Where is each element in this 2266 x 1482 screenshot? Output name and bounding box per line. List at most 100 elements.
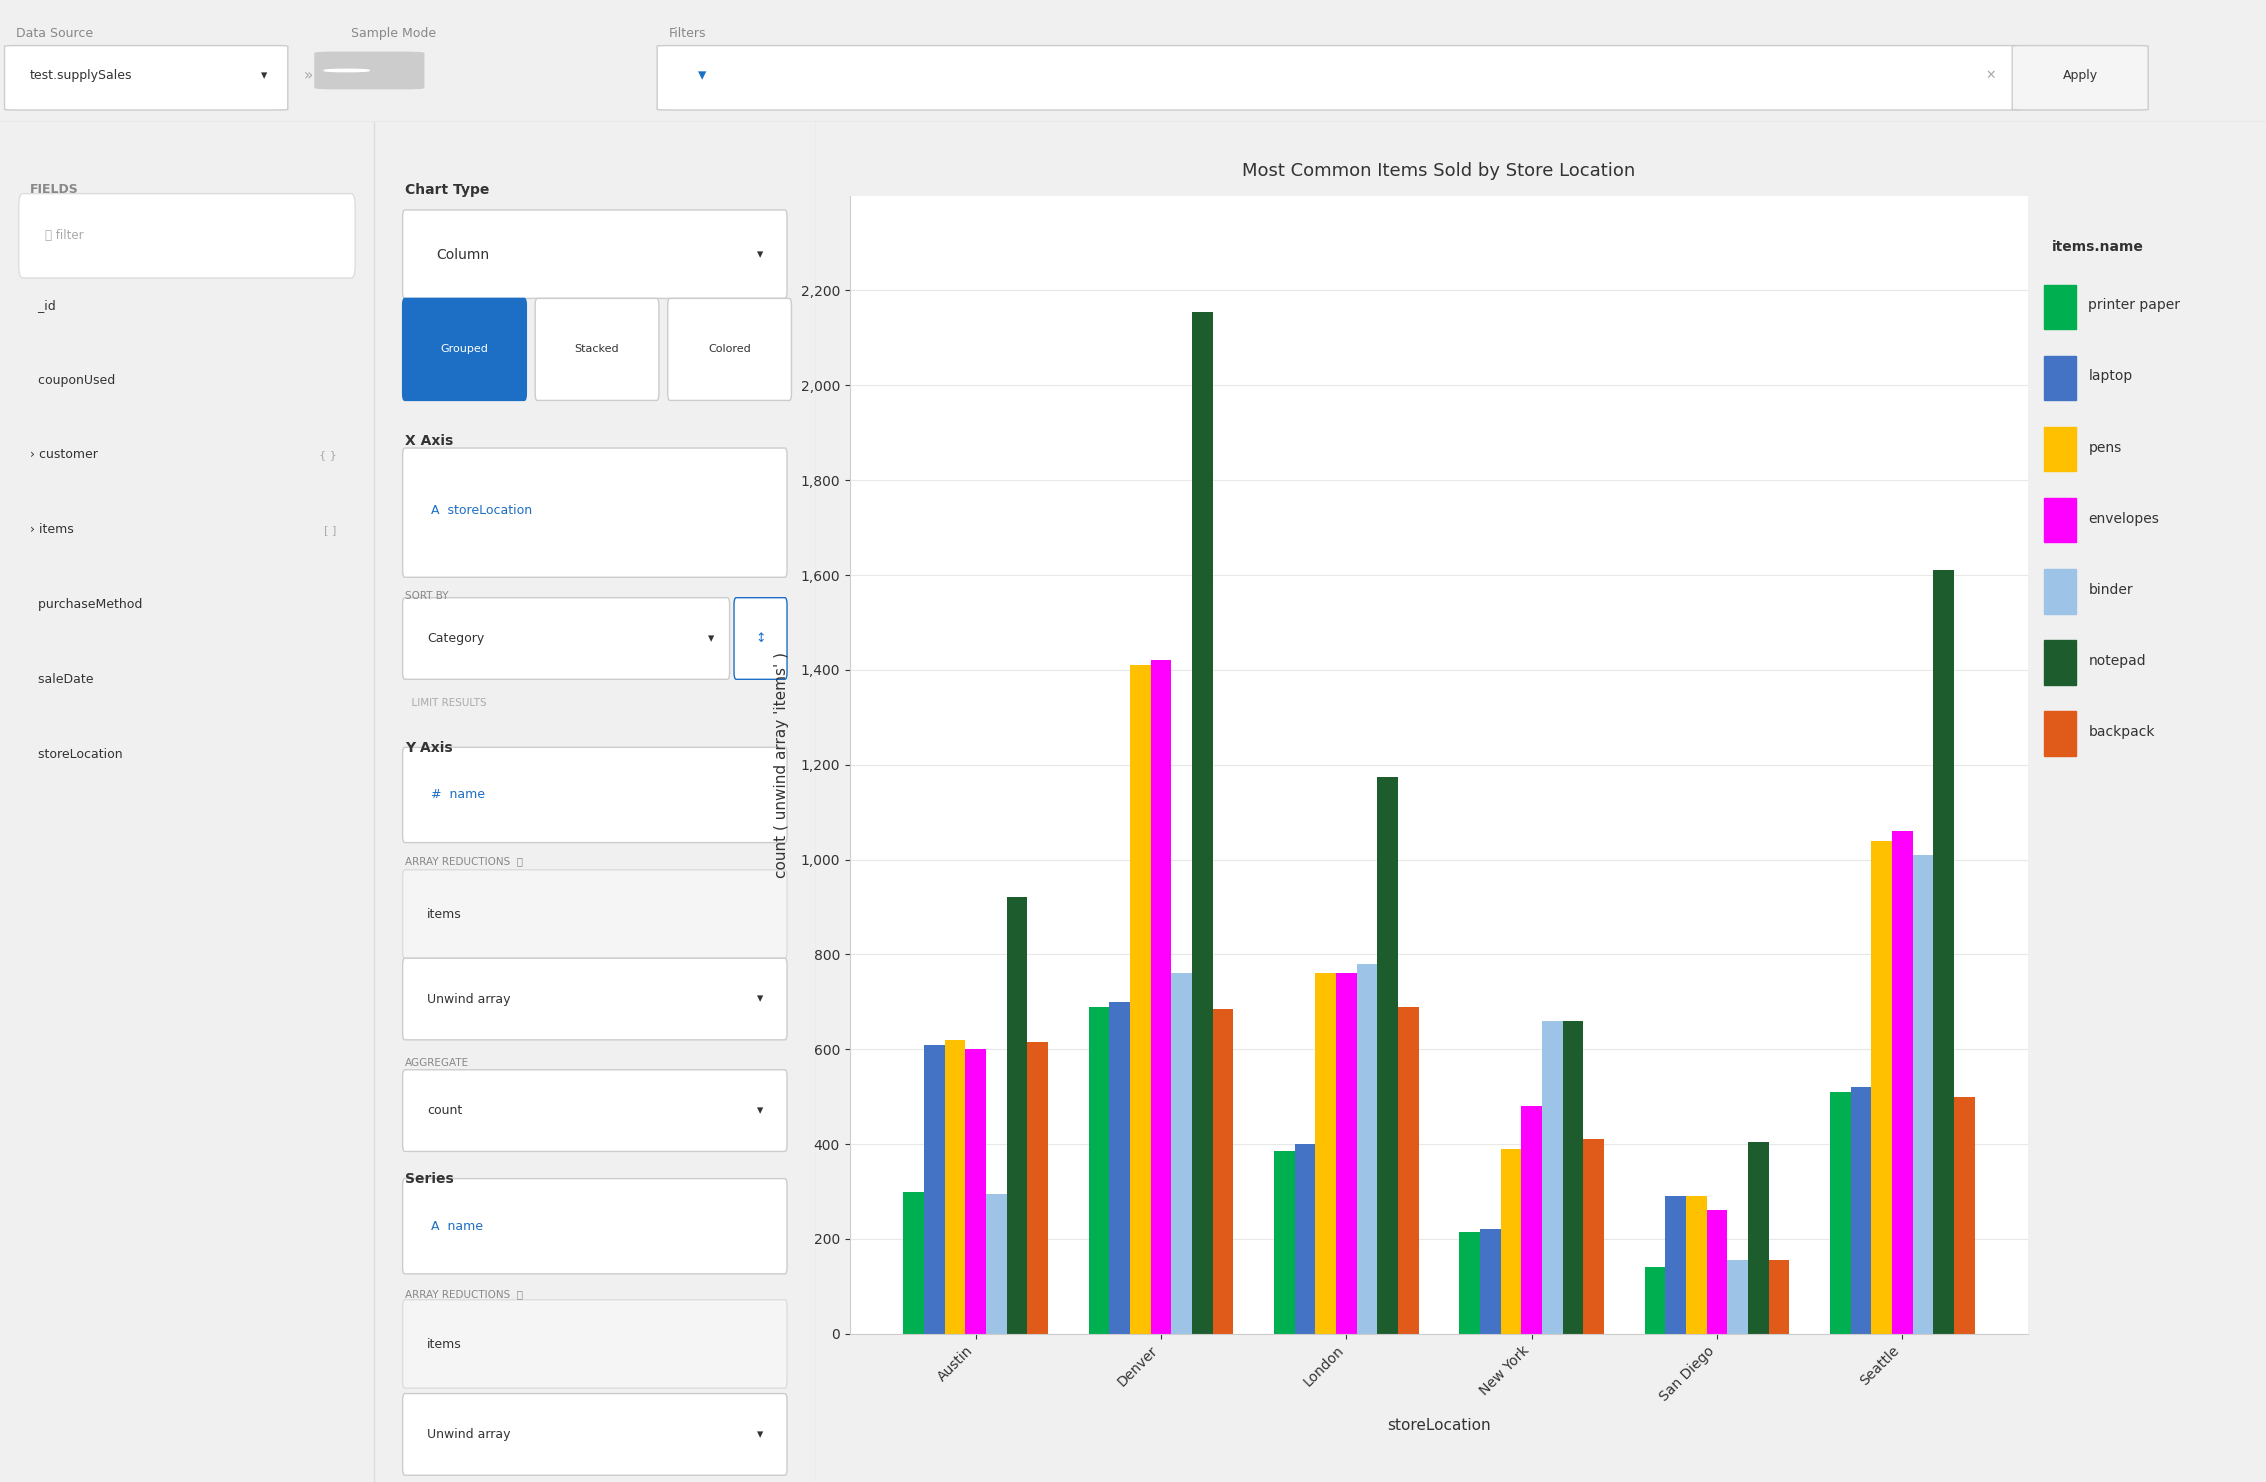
Bar: [1398, 1006, 1419, 1334]
Text: ▾: ▾: [698, 67, 707, 84]
Text: test.supplySales: test.supplySales: [29, 68, 131, 82]
Text: Column: Column: [435, 247, 489, 262]
Text: printer paper: printer paper: [2089, 298, 2180, 313]
Bar: [1564, 1021, 1584, 1334]
FancyBboxPatch shape: [403, 448, 786, 578]
Bar: [1706, 1211, 1727, 1334]
Bar: [904, 1192, 925, 1334]
Bar: [986, 1194, 1006, 1334]
Bar: [1520, 1106, 1541, 1334]
Text: › items: › items: [29, 523, 75, 536]
Bar: [1872, 840, 1892, 1334]
Bar: [1088, 1006, 1110, 1334]
Bar: [2044, 285, 2076, 329]
FancyBboxPatch shape: [535, 298, 659, 400]
FancyBboxPatch shape: [403, 870, 786, 959]
Text: ▾: ▾: [757, 1427, 764, 1441]
Text: pens: pens: [2089, 440, 2121, 455]
Text: _id: _id: [29, 299, 57, 311]
Text: { }: { }: [320, 451, 338, 459]
FancyBboxPatch shape: [5, 46, 288, 110]
Text: ▾: ▾: [757, 1104, 764, 1117]
Bar: [925, 1045, 945, 1334]
Text: › customer: › customer: [29, 449, 97, 461]
Bar: [1851, 1088, 1872, 1334]
FancyBboxPatch shape: [403, 1178, 786, 1275]
Text: count: count: [426, 1104, 462, 1117]
Bar: [1172, 974, 1192, 1334]
Text: ▾: ▾: [757, 993, 764, 1005]
Bar: [1831, 1092, 1851, 1334]
Title: Most Common Items Sold by Store Location: Most Common Items Sold by Store Location: [1242, 162, 1636, 181]
Bar: [1933, 571, 1953, 1334]
Bar: [2044, 711, 2076, 756]
Text: storeLocation: storeLocation: [29, 747, 122, 760]
Text: notepad: notepad: [2089, 654, 2146, 668]
Text: envelopes: envelopes: [2089, 511, 2159, 526]
Bar: [1273, 1152, 1294, 1334]
Text: binder: binder: [2089, 582, 2132, 597]
Bar: [1212, 1009, 1233, 1334]
FancyBboxPatch shape: [403, 210, 786, 298]
Text: ▾: ▾: [261, 68, 267, 82]
Bar: [1541, 1021, 1564, 1334]
Bar: [2044, 640, 2076, 685]
Bar: [1953, 1097, 1974, 1334]
Text: Unwind array: Unwind array: [426, 1427, 510, 1441]
Bar: [1006, 898, 1026, 1334]
FancyBboxPatch shape: [2012, 46, 2148, 110]
FancyBboxPatch shape: [403, 298, 526, 400]
Text: laptop: laptop: [2089, 369, 2132, 384]
Bar: [1357, 963, 1378, 1334]
Text: backpack: backpack: [2089, 725, 2155, 740]
Bar: [1459, 1232, 1480, 1334]
Bar: [1727, 1260, 1747, 1334]
FancyBboxPatch shape: [18, 194, 356, 279]
FancyBboxPatch shape: [403, 597, 730, 679]
Text: ARRAY REDUCTIONS  ⓘ: ARRAY REDUCTIONS ⓘ: [406, 857, 523, 865]
Text: Colored: Colored: [709, 344, 750, 354]
Bar: [1192, 311, 1212, 1334]
Bar: [2044, 427, 2076, 471]
Bar: [1294, 1144, 1314, 1334]
FancyBboxPatch shape: [734, 597, 786, 679]
Bar: [945, 1040, 965, 1334]
Text: ↕: ↕: [755, 631, 766, 645]
Bar: [1151, 661, 1172, 1334]
Bar: [1337, 974, 1357, 1334]
Text: X Axis: X Axis: [406, 434, 453, 449]
Text: Stacked: Stacked: [576, 344, 619, 354]
Text: items: items: [426, 908, 462, 922]
FancyBboxPatch shape: [403, 1393, 786, 1475]
Bar: [1110, 1002, 1131, 1334]
Text: #  name: # name: [431, 788, 485, 802]
Circle shape: [324, 70, 369, 71]
Bar: [1767, 1260, 1790, 1334]
Bar: [2044, 498, 2076, 542]
Text: purchaseMethod: purchaseMethod: [29, 599, 143, 611]
Bar: [1026, 1042, 1047, 1334]
Bar: [1645, 1267, 1666, 1334]
Text: items.name: items.name: [2051, 240, 2144, 253]
Text: AGGREGATE: AGGREGATE: [406, 1058, 469, 1067]
Text: Chart Type: Chart Type: [406, 182, 489, 197]
FancyBboxPatch shape: [657, 46, 2024, 110]
Text: FIELDS: FIELDS: [29, 182, 79, 196]
Text: couponUsed: couponUsed: [29, 373, 116, 387]
FancyBboxPatch shape: [403, 1300, 786, 1389]
Text: SORT BY: SORT BY: [406, 591, 449, 600]
Bar: [1131, 665, 1151, 1334]
Text: saleDate: saleDate: [29, 673, 93, 686]
Text: [ ]: [ ]: [324, 525, 338, 535]
Bar: [965, 1049, 986, 1334]
Text: A  name: A name: [431, 1220, 483, 1233]
Text: ARRAY REDUCTIONS  ⓘ: ARRAY REDUCTIONS ⓘ: [406, 1289, 523, 1298]
Text: Category: Category: [426, 631, 485, 645]
Bar: [1480, 1230, 1500, 1334]
Bar: [1666, 1196, 1686, 1334]
Text: Unwind array: Unwind array: [426, 993, 510, 1005]
Bar: [1686, 1196, 1706, 1334]
Text: Data Source: Data Source: [16, 27, 93, 40]
Bar: [2044, 356, 2076, 400]
Bar: [1584, 1140, 1604, 1334]
